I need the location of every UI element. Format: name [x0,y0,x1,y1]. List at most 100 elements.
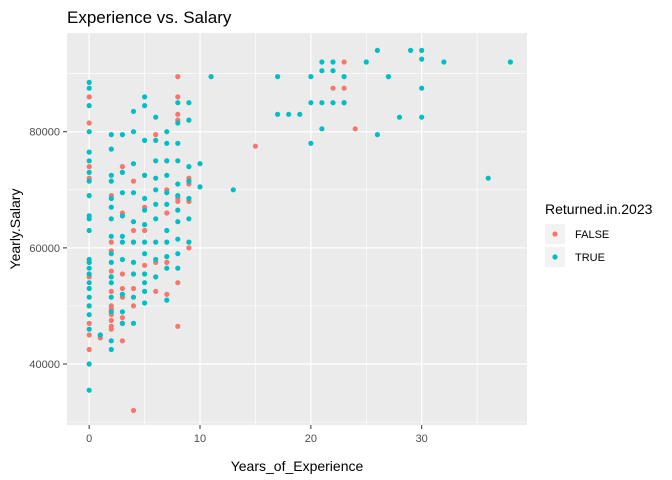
point-true [164,265,170,271]
point-false [175,323,181,329]
point-true [175,181,181,187]
point-false [153,132,159,138]
point-false [108,239,114,245]
point-true [164,140,170,146]
point-true [142,300,148,306]
point-true [230,187,236,193]
legend-swatch-true [552,254,558,260]
point-false [119,271,125,277]
point-true [175,193,181,199]
point-false [119,315,125,321]
point-false [175,198,181,204]
point-true [130,129,137,135]
point-true [119,239,125,245]
point-true [164,158,170,164]
point-true [175,251,181,257]
point-true [419,56,425,62]
point-true [175,100,181,106]
point-true [419,85,425,91]
point-true [142,207,148,213]
point-true [142,222,148,228]
point-false [175,111,181,117]
plot-panel [67,33,527,425]
point-false [252,143,258,149]
point-false [130,227,137,234]
point-true [164,239,170,245]
point-true [164,129,170,135]
point-true [419,47,425,54]
point-true [197,184,203,190]
legend-label-true: TRUE [575,252,605,264]
point-true [297,111,303,117]
point-false [175,74,181,80]
point-false [341,85,347,91]
point-true [108,195,114,202]
point-true [186,239,192,245]
point-false [175,280,181,286]
point-true [363,59,369,65]
point-true [119,291,125,297]
point-true [119,213,125,219]
x-axis-title: Years_of_Experience [231,458,364,474]
point-true [119,256,125,263]
point-false [108,288,114,294]
point-true [164,254,170,260]
point-true [441,59,447,65]
point-true [142,271,148,277]
point-true [408,47,414,54]
point-true [130,239,137,245]
point-true [186,178,192,184]
point-true [330,68,336,74]
point-true [119,190,125,196]
point-false [108,326,114,332]
legend: Returned.in.2023 FALSE TRUE [545,201,653,267]
point-true [142,172,148,178]
point-true [97,332,103,338]
point-true [86,361,92,367]
point-true [86,271,92,277]
point-false [119,338,125,344]
point-true [108,274,114,280]
point-true [153,274,159,280]
point-true [130,320,137,326]
point-true [86,158,92,164]
point-true [153,239,159,245]
point-true [108,178,114,184]
point-true [485,175,491,181]
point-false [86,332,92,338]
x-tick-label: 10 [194,433,206,445]
legend-label-false: FALSE [575,229,609,241]
point-false [86,346,92,353]
point-true [164,227,170,234]
point-true [186,117,192,123]
point-true [153,216,159,222]
x-tick-label: 30 [416,433,428,445]
point-true [330,100,336,106]
point-false [108,268,114,274]
x-tick-label: 20 [305,433,317,445]
point-true [142,195,148,202]
point-true [142,94,148,100]
point-true [108,172,114,178]
point-true [108,346,114,353]
point-true [86,227,92,234]
point-true [507,59,513,65]
point-true [374,132,380,138]
point-true [86,85,92,91]
point-true [153,187,159,193]
point-false [153,288,159,294]
point-true [130,294,137,300]
point-true [175,207,181,213]
point-true [130,219,137,225]
point-true [130,108,137,114]
point-false [86,120,92,126]
point-true [119,132,125,138]
point-false [175,94,181,100]
point-true [108,280,114,286]
y-axis-title: Yearly.Salary [7,189,23,270]
point-true [108,204,114,210]
point-false [130,303,137,309]
point-true [86,280,92,286]
point-true [119,320,125,326]
legend-swatch-false [552,231,558,237]
